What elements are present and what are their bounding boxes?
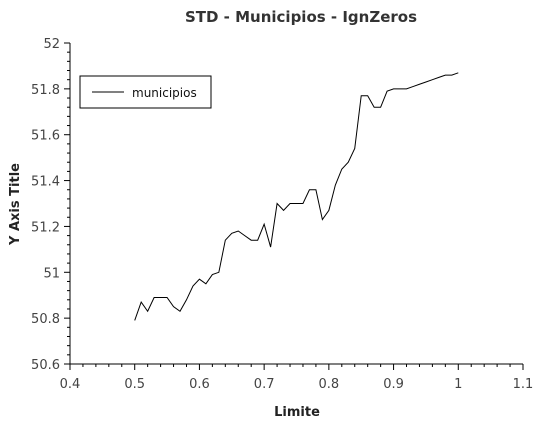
x-ticks: 0.4 0.5 0.6 0.7 0.8 0.9 1 1.1 <box>60 364 534 392</box>
x-tick-label: 0.4 <box>60 377 81 392</box>
legend: municipios <box>79 75 212 109</box>
x-tick-label: 1 <box>454 377 462 392</box>
x-tick-label: 1.1 <box>513 377 534 392</box>
y-tick-label: 50.6 <box>31 358 60 373</box>
y-tick-label: 51.8 <box>31 83 60 98</box>
x-tick-label: 0.5 <box>124 377 145 392</box>
legend-label-municipios: municipios <box>132 86 197 100</box>
chart-title: STD - Municipios - IgnZeros <box>185 8 417 26</box>
y-tick-label: 51.4 <box>31 175 60 190</box>
y-tick-label: 51.6 <box>31 129 60 144</box>
y-ticks: 50.6 50.8 51 51.2 51.4 51.6 51.8 52 <box>31 37 70 373</box>
x-axis-label: Limite <box>274 405 320 420</box>
y-tick-label: 51 <box>43 266 60 281</box>
plot-area <box>134 72 459 321</box>
x-tick-label: 0.9 <box>383 377 404 392</box>
x-tick-label: 0.8 <box>319 377 340 392</box>
x-tick-label: 0.6 <box>189 377 210 392</box>
y-axis-label: Y Axis Title <box>8 163 23 246</box>
y-tick-label: 50.8 <box>31 312 60 327</box>
y-tick-label: 52 <box>43 37 60 52</box>
series-line-municipios <box>134 72 459 321</box>
y-tick-label: 51.2 <box>31 220 60 235</box>
x-tick-label: 0.7 <box>254 377 275 392</box>
